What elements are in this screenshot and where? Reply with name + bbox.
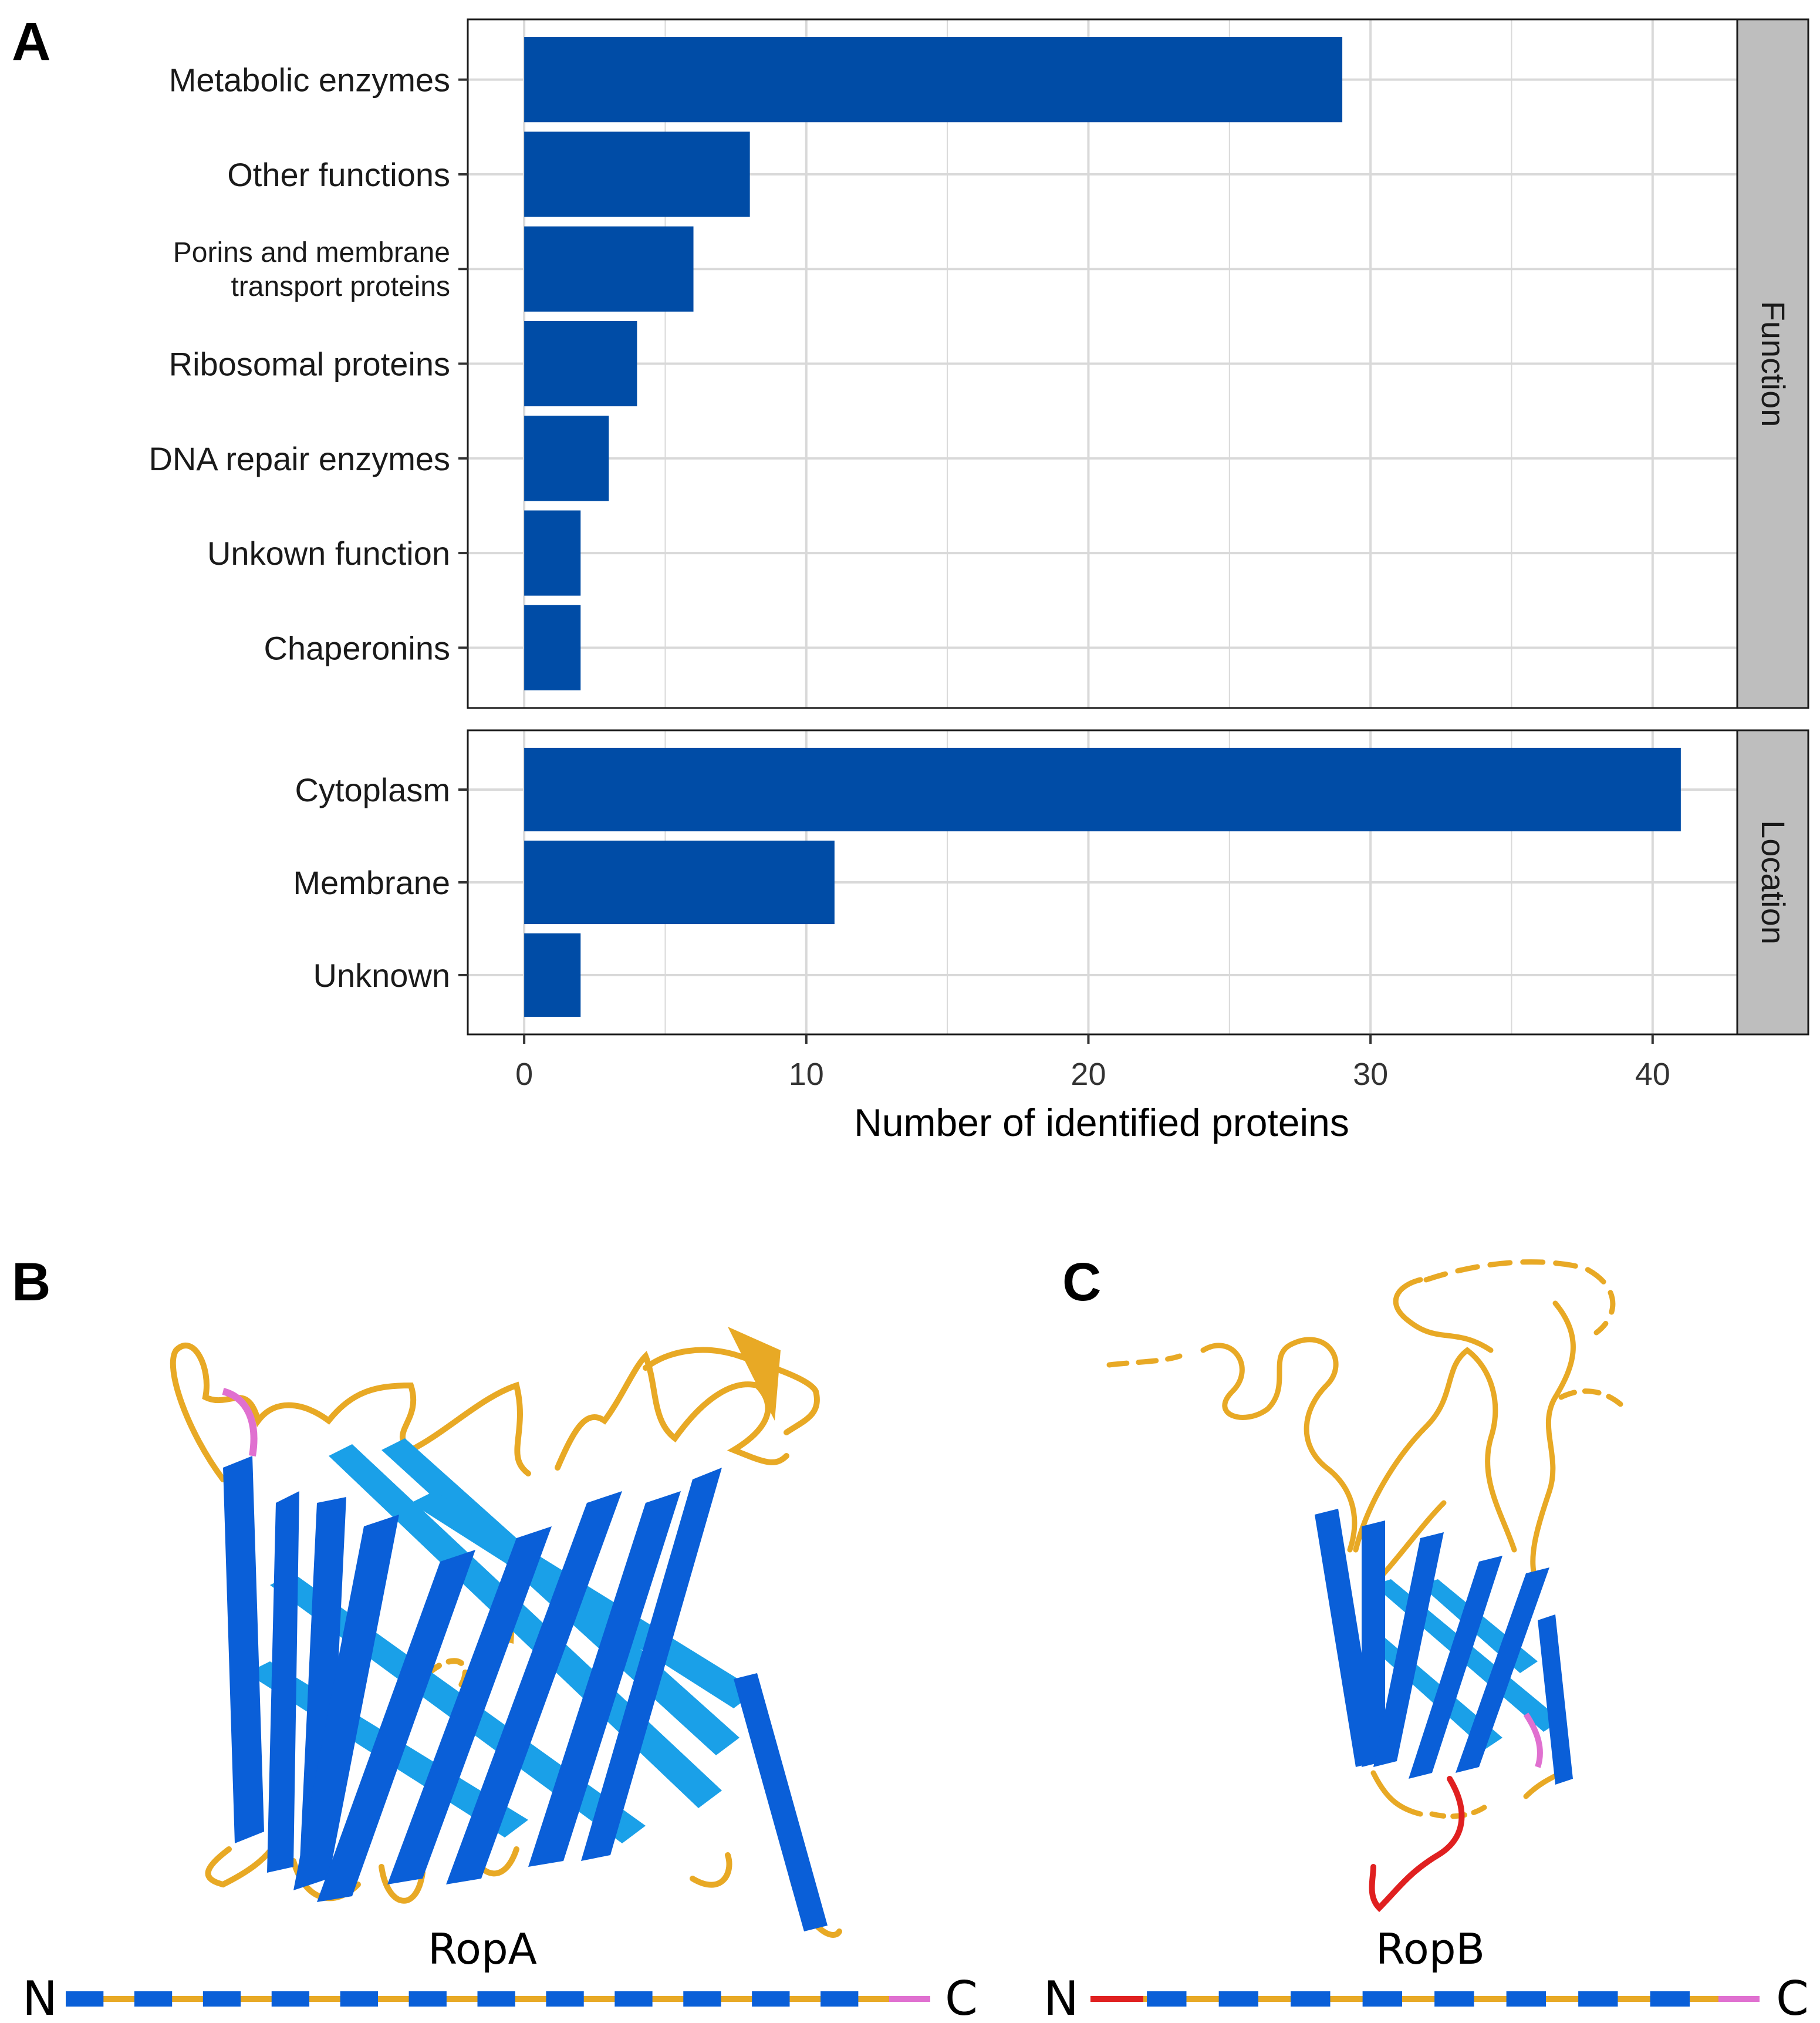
panel-label-b: B: [12, 1252, 50, 1312]
strand-segment: [1218, 1991, 1258, 2007]
strand-segment: [66, 1991, 104, 2007]
strand-segment: [408, 1991, 447, 2007]
location-strip: [1736, 729, 1809, 1036]
category-label: Porins and membrane: [173, 237, 450, 268]
function-bar: [524, 510, 581, 596]
category-label: Unknown: [313, 957, 450, 994]
ropa-front-strands: [223, 1456, 828, 1931]
strand-segment: [340, 1991, 378, 2007]
category-label: DNA repair enzymes: [148, 440, 450, 477]
strand-segment: [1650, 1991, 1690, 2007]
function-category-labels: Metabolic enzymes Other functions Porins a…: [148, 62, 468, 666]
faceted-bar-chart: Function Metabolic enzymes Other function…: [148, 18, 1809, 1144]
strand-segment: [271, 1991, 310, 2007]
ropa-structure-illustration: [170, 1327, 842, 1938]
x-tick-label: 40: [1635, 1057, 1670, 1092]
function-bar: [524, 132, 750, 217]
function-strip: [1736, 18, 1809, 709]
ropa-c-terminus: C: [945, 1971, 978, 2023]
location-bars: [524, 747, 1681, 1017]
strand-segment: [1147, 1991, 1187, 2007]
ropa-n-terminus: N: [22, 1971, 58, 2023]
strand-segment: [614, 1991, 653, 2007]
strand-segment: [134, 1991, 173, 2007]
strand-segment: [1578, 1991, 1618, 2007]
function-bar: [524, 226, 694, 312]
ropb-loops: [1106, 1259, 1629, 1819]
x-tick-label: 0: [515, 1057, 533, 1092]
location-category-labels: Cytoplasm Membrane Unknown: [293, 771, 468, 994]
ropb-topology-bar: [1090, 1991, 1760, 2007]
ropb-name: RopB: [1376, 1924, 1485, 1974]
ropa-helix: [728, 1327, 781, 1421]
category-label: Cytoplasm: [295, 771, 450, 808]
function-bar: [524, 37, 1343, 123]
panel-label-c: C: [1062, 1252, 1101, 1312]
ropa-name: RopA: [428, 1924, 537, 1974]
ropa-pink-loop: [222, 1388, 258, 1456]
category-label: transport proteins: [231, 271, 450, 302]
x-tick-label: 30: [1353, 1057, 1388, 1092]
strand-segment: [546, 1991, 584, 2007]
category-label: Membrane: [293, 864, 450, 901]
x-axis-title: Number of identified proteins: [854, 1101, 1349, 1144]
location-bar: [524, 840, 835, 925]
location-bar: [524, 933, 581, 1017]
ropb-pink-loop: [1523, 1712, 1543, 1768]
loop-segment: [1143, 1996, 1718, 2002]
signal-peptide-segment: [1090, 1996, 1143, 2002]
strand-segment: [1506, 1991, 1546, 2007]
function-bars: [524, 37, 1343, 690]
ropb-front-strands: [1315, 1509, 1573, 1785]
location-bar: [524, 747, 1681, 832]
function-strip-label: Function: [1755, 301, 1792, 427]
strand-segment: [820, 1991, 859, 2007]
ropb-signal-peptide: [1369, 1776, 1465, 1913]
x-tick-label: 20: [1071, 1057, 1106, 1092]
x-axis: 0 10 20 30 40: [515, 1034, 1670, 1092]
c-terminal-segment: [889, 1996, 930, 2002]
category-label: Ribosomal proteins: [169, 346, 450, 383]
ropb-c-terminus: C: [1776, 1971, 1809, 2023]
strand-segment: [202, 1991, 241, 2007]
ropa-topology-bar: [66, 1991, 930, 2007]
c-terminal-segment: [1718, 1996, 1760, 2002]
function-bar: [524, 605, 581, 690]
category-label: Chaperonins: [264, 629, 450, 666]
ropb-structure-illustration: [1106, 1259, 1629, 1913]
category-label: Unkown function: [207, 535, 450, 572]
location-strip-label: Location: [1755, 820, 1792, 945]
ropb-n-terminus: N: [1044, 1971, 1079, 2023]
strand-segment: [1434, 1991, 1474, 2007]
strand-segment: [1291, 1991, 1331, 2007]
strand-segment: [752, 1991, 790, 2007]
strand-segment: [683, 1991, 721, 2007]
panel-label-a: A: [12, 12, 50, 72]
function-bar: [524, 321, 637, 407]
strand-segment: [1362, 1991, 1402, 2007]
category-label: Metabolic enzymes: [169, 62, 450, 99]
x-tick-label: 10: [789, 1057, 824, 1092]
category-label: Other functions: [227, 156, 450, 193]
function-bar: [524, 416, 609, 501]
strand-segment: [477, 1991, 515, 2007]
